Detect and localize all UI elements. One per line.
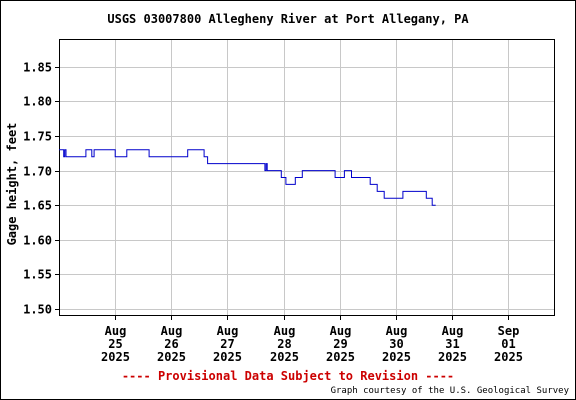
x-tick-label: 2025 [438, 350, 467, 364]
x-tick-label: 25 [108, 337, 122, 351]
x-tick-label: 2025 [101, 350, 130, 364]
x-tick-label: Aug [274, 324, 296, 338]
x-tick-label: Aug [442, 324, 464, 338]
x-tick-label: 28 [277, 337, 291, 351]
x-tick-label: 2025 [270, 350, 299, 364]
x-tick-label: Aug [161, 324, 183, 338]
x-tick-label: Aug [105, 324, 127, 338]
y-tick-label: 1.60 [23, 234, 52, 248]
x-tick-label: 2025 [382, 350, 411, 364]
y-tick-label: 1.55 [23, 268, 52, 282]
x-tick-label: 31 [445, 337, 459, 351]
y-tick-label: 1.65 [23, 199, 52, 213]
y-tick-label: 1.80 [23, 95, 52, 109]
plot-area-border [59, 39, 555, 316]
y-tick-label: 1.70 [23, 165, 52, 179]
chart-title: USGS 03007800 Allegheny River at Port Al… [107, 12, 469, 26]
x-tick-label: 2025 [494, 350, 523, 364]
y-tick-label: 1.75 [23, 130, 52, 144]
x-tick-label: Aug [217, 324, 239, 338]
x-tick-label: Sep [498, 324, 520, 338]
x-tick-label: 2025 [213, 350, 242, 364]
provisional-data-notice: ---- Provisional Data Subject to Revisio… [121, 369, 455, 383]
x-tick-label: 26 [164, 337, 178, 351]
y-tick-label: 1.85 [23, 61, 52, 75]
x-tick-label: Aug [330, 324, 352, 338]
x-tick-label: 27 [220, 337, 234, 351]
gage-height-series-line [59, 149, 436, 206]
x-tick-label: 01 [501, 337, 515, 351]
usgs-credit: Graph courtesy of the U.S. Geological Su… [330, 386, 569, 396]
x-tick-label: 30 [389, 337, 403, 351]
y-tick-label: 1.50 [23, 303, 52, 317]
x-tick-label: 2025 [326, 350, 355, 364]
x-tick-label: Aug [386, 324, 408, 338]
x-tick-label: 2025 [157, 350, 186, 364]
x-tick-label: 29 [333, 337, 347, 351]
